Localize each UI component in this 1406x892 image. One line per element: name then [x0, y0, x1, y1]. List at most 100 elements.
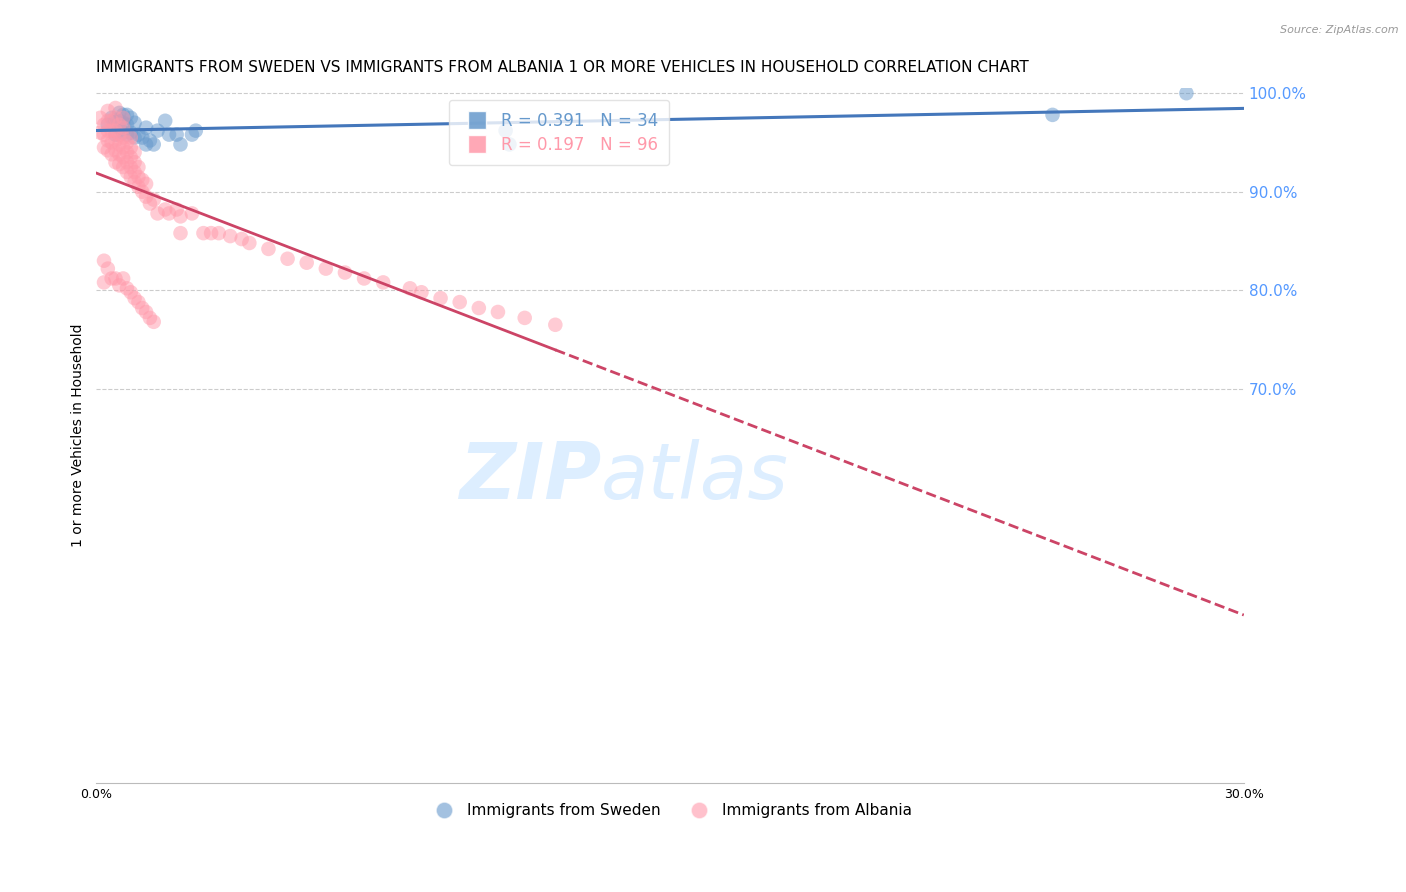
Point: [89, 111, 111, 125]
Point: [120, 169, 142, 184]
Point: [104, 113, 127, 128]
Point: [112, 108, 135, 122]
Point: [104, 144, 127, 158]
Legend: Immigrants from Sweden, Immigrants from Albania: Immigrants from Sweden, Immigrants from …: [422, 797, 918, 824]
Point: [127, 160, 149, 174]
Point: [104, 101, 127, 115]
Point: [353, 271, 375, 285]
Point: [449, 295, 471, 310]
Point: [166, 202, 188, 217]
Point: [131, 173, 153, 187]
Text: atlas: atlas: [602, 440, 789, 516]
Point: [139, 134, 162, 148]
Point: [169, 226, 191, 240]
Point: [131, 130, 153, 145]
Point: [142, 315, 165, 329]
Point: [112, 150, 135, 164]
Point: [104, 111, 127, 125]
Point: [108, 120, 131, 135]
Point: [127, 169, 149, 184]
Point: [139, 310, 162, 325]
Point: [120, 140, 142, 154]
Point: [100, 136, 122, 150]
Point: [295, 256, 318, 270]
Text: Source: ZipAtlas.com: Source: ZipAtlas.com: [1281, 25, 1399, 35]
Point: [135, 120, 157, 135]
Point: [100, 111, 122, 125]
Point: [486, 305, 509, 319]
Point: [115, 108, 138, 122]
Point: [169, 137, 191, 152]
Point: [498, 137, 520, 152]
Point: [112, 116, 135, 130]
Point: [120, 111, 142, 125]
Point: [124, 116, 146, 130]
Point: [219, 229, 242, 244]
Point: [108, 106, 131, 120]
Point: [120, 160, 142, 174]
Point: [429, 291, 451, 305]
Point: [112, 126, 135, 140]
Point: [108, 128, 131, 142]
Point: [1175, 86, 1198, 100]
Point: [93, 253, 115, 268]
Point: [97, 103, 120, 118]
Point: [108, 157, 131, 171]
Point: [127, 128, 149, 142]
Point: [108, 278, 131, 293]
Point: [153, 202, 176, 217]
Point: [112, 140, 135, 154]
Point: [181, 206, 204, 220]
Point: [231, 232, 253, 246]
Point: [124, 145, 146, 160]
Point: [100, 147, 122, 161]
Point: [112, 111, 135, 125]
Point: [238, 235, 260, 250]
Point: [513, 310, 536, 325]
Point: [411, 285, 433, 300]
Point: [97, 134, 120, 148]
Point: [495, 123, 517, 137]
Point: [131, 301, 153, 315]
Point: [108, 137, 131, 152]
Point: [93, 140, 115, 154]
Point: [257, 242, 280, 256]
Point: [135, 305, 157, 319]
Point: [97, 123, 120, 137]
Point: [115, 281, 138, 295]
Point: [112, 120, 135, 135]
Point: [100, 123, 122, 137]
Point: [135, 137, 157, 152]
Point: [100, 271, 122, 285]
Point: [97, 144, 120, 158]
Point: [166, 128, 188, 142]
Point: [277, 252, 299, 266]
Point: [115, 128, 138, 142]
Point: [124, 165, 146, 179]
Point: [120, 150, 142, 164]
Y-axis label: 1 or more Vehicles in Household: 1 or more Vehicles in Household: [72, 324, 86, 548]
Point: [112, 130, 135, 145]
Point: [93, 276, 115, 290]
Point: [544, 318, 567, 332]
Point: [373, 276, 395, 290]
Point: [104, 155, 127, 169]
Point: [104, 128, 127, 142]
Point: [399, 281, 422, 295]
Point: [97, 118, 120, 132]
Point: [135, 177, 157, 191]
Point: [112, 160, 135, 174]
Point: [135, 189, 157, 203]
Point: [93, 128, 115, 142]
Text: IMMIGRANTS FROM SWEDEN VS IMMIGRANTS FROM ALBANIA 1 OR MORE VEHICLES IN HOUSEHOL: IMMIGRANTS FROM SWEDEN VS IMMIGRANTS FRO…: [97, 60, 1029, 75]
Point: [181, 128, 204, 142]
Point: [468, 301, 491, 315]
Point: [124, 155, 146, 169]
Point: [127, 295, 149, 310]
Point: [131, 185, 153, 199]
Point: [169, 210, 191, 224]
Point: [157, 206, 180, 220]
Point: [108, 113, 131, 128]
Point: [124, 291, 146, 305]
Point: [93, 118, 115, 132]
